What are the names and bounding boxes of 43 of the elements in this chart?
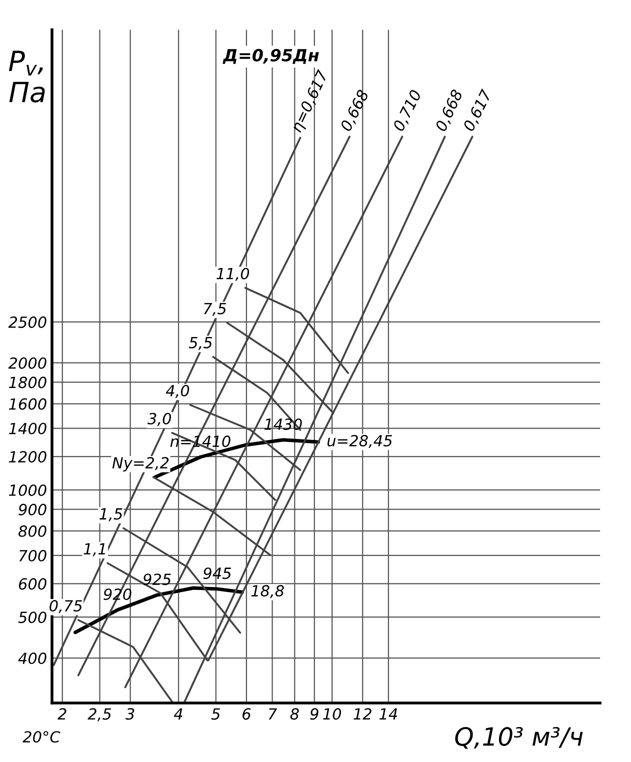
y-tick-label: 1800 xyxy=(9,376,46,388)
text: 20°C xyxy=(22,731,60,743)
y-tick-label: 2500 xyxy=(8,316,46,328)
y-tick-label: 1600 xyxy=(9,398,46,410)
series-label: 5,5 xyxy=(188,337,212,350)
annotation: 18,8 xyxy=(251,584,284,598)
x-tick-label: 9 xyxy=(310,708,318,720)
text: 0,617 xyxy=(462,88,494,133)
x-tick-label: 5 xyxy=(211,708,220,720)
y-tick-label: 500 xyxy=(18,612,46,624)
y-tick-label: 700 xyxy=(19,550,46,562)
series-label: Ny=2,2 xyxy=(112,456,169,472)
y-tick-label: 1400 xyxy=(9,422,46,434)
x-tick-label: 2 xyxy=(58,708,66,720)
y-tick-label: 800 xyxy=(18,525,46,537)
series-label: 7,5 xyxy=(204,303,226,316)
x-axis-title: Q,10³ м³/ч xyxy=(455,727,583,749)
x-tick-label: 12 xyxy=(354,708,372,720)
series-label: 1,5 xyxy=(100,508,122,522)
y-axis-title: P$_{v}$, Па xyxy=(8,50,45,103)
series-label: 0,75 xyxy=(50,600,82,614)
y-tick-label: 900 xyxy=(18,504,46,516)
series-label: 4,0 xyxy=(166,384,190,398)
y-tick-label: 400 xyxy=(18,652,46,664)
series-label: 1,1 xyxy=(84,543,105,556)
x-tick-label: 14 xyxy=(379,708,398,720)
y-tick-label: 2000 xyxy=(8,357,46,369)
text: 0,668 xyxy=(434,88,464,133)
text: Д=0,95Дн xyxy=(222,48,319,64)
y-tick-label: 1200 xyxy=(9,451,46,463)
x-tick-label: 4 xyxy=(174,708,182,720)
x-tick-label: 8 xyxy=(290,708,299,720)
x-tick-label: 7 xyxy=(268,708,278,720)
y-tick-label: 1000 xyxy=(9,484,46,496)
x-tick-label: 3 xyxy=(125,708,134,720)
annotation: 925 xyxy=(143,574,171,586)
annotation: u=28,45 xyxy=(327,434,392,448)
series-label: 11,0 xyxy=(216,268,250,281)
series-label: 3,0 xyxy=(147,412,171,426)
x-tick-label: 6 xyxy=(242,708,251,720)
y-tick-label: 600 xyxy=(18,578,46,590)
x-tick-label: 2,5 xyxy=(88,708,112,722)
x-tick-label: 10 xyxy=(323,708,342,720)
